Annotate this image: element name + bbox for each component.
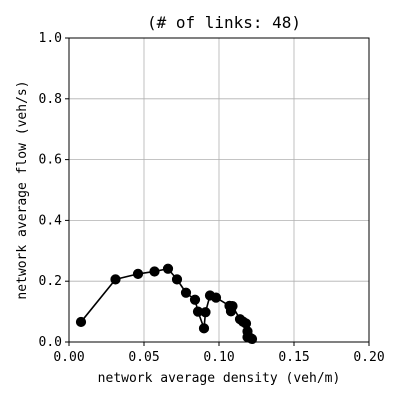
plot-frame bbox=[68, 37, 370, 343]
y-axis-label: network average flow (veh/s) bbox=[15, 80, 30, 299]
x-tick-label: 0.15 bbox=[278, 350, 309, 365]
data-point bbox=[210, 292, 222, 303]
y-tick-label: 0.4 bbox=[39, 213, 63, 228]
data-point bbox=[180, 287, 192, 298]
data-point bbox=[110, 274, 121, 285]
tick-layer: 0.00 0.05 0.10 0.15 0.20 0.0 0.2 0.4 0.6 0.8 1.0 bbox=[39, 31, 385, 365]
y-tick-label: 0.6 bbox=[39, 153, 62, 168]
data-point bbox=[227, 301, 238, 312]
chart-title: (# of links: 48) bbox=[147, 13, 301, 32]
data-point bbox=[189, 294, 201, 305]
x-tick-label: 0.10 bbox=[203, 350, 234, 365]
x-axis-label: network average density (veh/m) bbox=[98, 371, 341, 386]
y-tick-label: 0.8 bbox=[39, 92, 62, 107]
data-point bbox=[171, 274, 183, 285]
x-tick-label: 0.05 bbox=[128, 350, 159, 365]
data-point bbox=[132, 268, 144, 280]
y-tick-label: 0.0 bbox=[39, 335, 62, 350]
x-tick-label: 0.20 bbox=[353, 350, 384, 365]
series-layer bbox=[75, 263, 258, 345]
data-point bbox=[200, 307, 211, 318]
y-tick-label: 0.2 bbox=[39, 274, 62, 289]
data-point bbox=[198, 323, 210, 334]
data-point bbox=[246, 333, 258, 345]
data-point bbox=[149, 266, 160, 277]
data-point bbox=[162, 263, 174, 274]
x-tick-label: 0.00 bbox=[53, 350, 84, 365]
y-tick-label: 1.0 bbox=[39, 31, 62, 46]
data-point bbox=[75, 316, 87, 328]
